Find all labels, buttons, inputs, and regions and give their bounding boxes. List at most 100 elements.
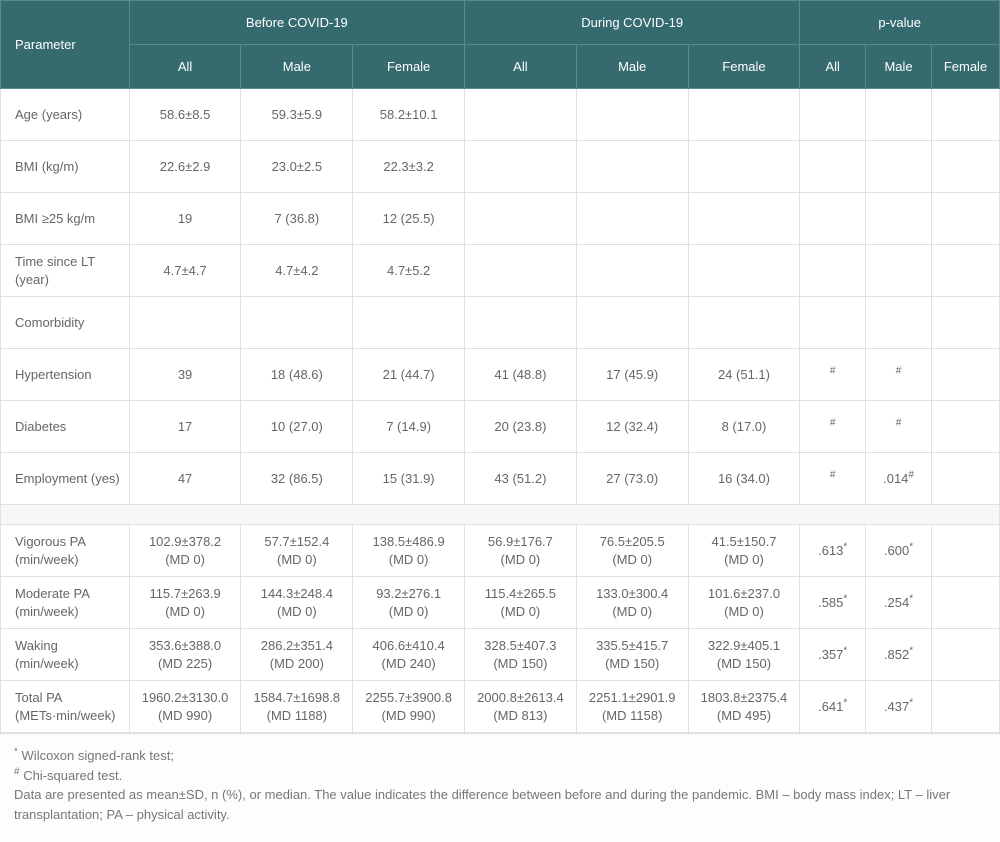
cell	[576, 245, 688, 297]
cell	[932, 297, 1000, 349]
cell: 18 (48.6)	[241, 349, 353, 401]
cell: 406.6±410.4(MD 240)	[353, 629, 465, 681]
data-table: Parameter Before COVID-19 During COVID-1…	[0, 0, 1000, 733]
p-cell: .254*	[866, 577, 932, 629]
row-label: Time since LT (year)	[1, 245, 130, 297]
table-head: Parameter Before COVID-19 During COVID-1…	[1, 1, 1000, 89]
p-cell: #	[866, 349, 932, 401]
cell: 32 (86.5)	[241, 453, 353, 505]
p-cell	[932, 141, 1000, 193]
cell: 39	[129, 349, 241, 401]
section-divider	[1, 505, 1000, 525]
cell: 20 (23.8)	[465, 401, 577, 453]
cell	[688, 141, 800, 193]
p-cell: .600*	[866, 525, 932, 577]
sub-during-male: Male	[576, 45, 688, 89]
table-row: Moderate PA (min/week)115.7±263.9(MD 0)1…	[1, 577, 1000, 629]
cell: 102.9±378.2(MD 0)	[129, 525, 241, 577]
cell	[688, 89, 800, 141]
colgroup-during: During COVID-19	[465, 1, 800, 45]
p-cell	[932, 453, 1000, 505]
cell: 144.3±248.4(MD 0)	[241, 577, 353, 629]
p-cell: #	[800, 401, 866, 453]
table-row: Hypertension3918 (48.6)21 (44.7)41 (48.8…	[1, 349, 1000, 401]
cell	[576, 89, 688, 141]
cell: 58.6±8.5	[129, 89, 241, 141]
sub-before-female: Female	[353, 45, 465, 89]
row-label: BMI ≥25 kg/m	[1, 193, 130, 245]
sub-p-female: Female	[932, 45, 1000, 89]
p-cell: #	[800, 453, 866, 505]
cell	[465, 141, 577, 193]
cell: 56.9±176.7(MD 0)	[465, 525, 577, 577]
p-cell	[866, 193, 932, 245]
colgroup-before: Before COVID-19	[129, 1, 464, 45]
p-cell: #	[866, 401, 932, 453]
p-cell	[932, 193, 1000, 245]
cell	[688, 193, 800, 245]
cell: 7 (14.9)	[353, 401, 465, 453]
p-cell	[932, 401, 1000, 453]
cell: 41 (48.8)	[465, 349, 577, 401]
colgroup-pvalue: p-value	[800, 1, 1000, 45]
cell: 59.3±5.9	[241, 89, 353, 141]
table-row: BMI (kg/m)22.6±2.923.0±2.522.3±3.2	[1, 141, 1000, 193]
sub-before-male: Male	[241, 45, 353, 89]
p-cell	[932, 525, 1000, 577]
cell: 47	[129, 453, 241, 505]
row-label: Moderate PA (min/week)	[1, 577, 130, 629]
cell: 43 (51.2)	[465, 453, 577, 505]
cell	[465, 89, 577, 141]
cell: 353.6±388.0(MD 225)	[129, 629, 241, 681]
cell: 10 (27.0)	[241, 401, 353, 453]
row-label: BMI (kg/m)	[1, 141, 130, 193]
cell: 12 (32.4)	[576, 401, 688, 453]
cell: 7 (36.8)	[241, 193, 353, 245]
p-cell	[800, 89, 866, 141]
cell: 21 (44.7)	[353, 349, 465, 401]
sub-p-all: All	[800, 45, 866, 89]
footnote-legend: Data are presented as mean±SD, n (%), or…	[14, 785, 986, 824]
p-cell: .641*	[800, 681, 866, 733]
p-cell	[932, 681, 1000, 733]
cell	[241, 297, 353, 349]
cell: 4.7±4.7	[129, 245, 241, 297]
cell: 328.5±407.3(MD 150)	[465, 629, 577, 681]
cell	[576, 141, 688, 193]
cell: 41.5±150.7(MD 0)	[688, 525, 800, 577]
p-cell: .014#	[866, 453, 932, 505]
p-cell	[866, 141, 932, 193]
cell: 2251.1±2901.9(MD 1158)	[576, 681, 688, 733]
sub-p-male: Male	[866, 45, 932, 89]
cell: 17	[129, 401, 241, 453]
cell: 57.7±152.4(MD 0)	[241, 525, 353, 577]
cell: 4.7±4.2	[241, 245, 353, 297]
p-cell: .613*	[800, 525, 866, 577]
cell: 24 (51.1)	[688, 349, 800, 401]
cell: 322.9±405.1(MD 150)	[688, 629, 800, 681]
sub-before-all: All	[129, 45, 241, 89]
table-row: Age (years)58.6±8.559.3±5.958.2±10.1	[1, 89, 1000, 141]
cell: 76.5±205.5(MD 0)	[576, 525, 688, 577]
cell	[688, 297, 800, 349]
cell: 19	[129, 193, 241, 245]
cell	[866, 297, 932, 349]
p-cell	[800, 193, 866, 245]
table-row: Diabetes1710 (27.0)7 (14.9)20 (23.8)12 (…	[1, 401, 1000, 453]
row-label: Comorbidity	[1, 297, 130, 349]
cell	[576, 297, 688, 349]
footnote-text: Wilcoxon signed-rank test;	[22, 748, 174, 763]
cell	[129, 297, 241, 349]
table-row: Time since LT (year)4.7±4.74.7±4.24.7±5.…	[1, 245, 1000, 297]
p-cell	[932, 629, 1000, 681]
row-label: Vigorous PA (min/week)	[1, 525, 130, 577]
sub-during-all: All	[465, 45, 577, 89]
p-cell: .437*	[866, 681, 932, 733]
sub-during-female: Female	[688, 45, 800, 89]
table-body: Age (years)58.6±8.559.3±5.958.2±10.1BMI …	[1, 89, 1000, 733]
cell: 22.6±2.9	[129, 141, 241, 193]
row-label: Waking (min/week)	[1, 629, 130, 681]
p-cell	[932, 245, 1000, 297]
p-cell: .357*	[800, 629, 866, 681]
table-row: Total PA (METs·min/week)1960.2±3130.0(MD…	[1, 681, 1000, 733]
